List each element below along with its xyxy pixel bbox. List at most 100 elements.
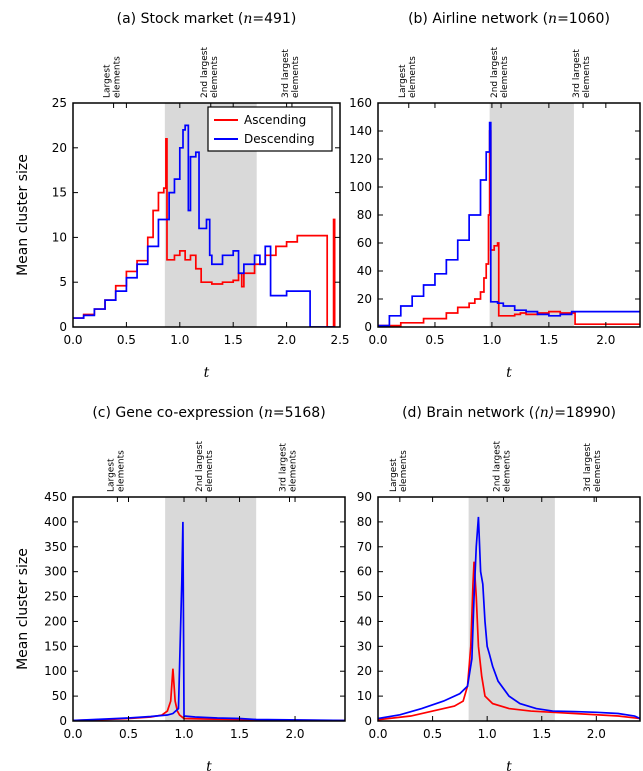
x-tick-label: 1.0 <box>174 727 193 741</box>
x-tick-label: 2.5 <box>330 333 349 347</box>
top-label-2: 2nd largestelements <box>490 46 510 98</box>
y-tick-label: 100 <box>44 664 67 678</box>
top-label-line: 2nd largest <box>195 440 205 492</box>
top-label-line: elements <box>399 450 409 492</box>
top-label-line: Largest <box>103 64 113 98</box>
title-symbol: ⟨n⟩ <box>534 405 554 421</box>
top-label-line: elements <box>408 56 418 98</box>
y-tick-label: 20 <box>357 292 372 306</box>
x-tick-label: 0.5 <box>119 727 138 741</box>
y-tick-label: 0 <box>364 320 372 334</box>
y-tick-label: 200 <box>44 614 67 628</box>
y-tick-label: 40 <box>357 614 372 628</box>
y-tick-label: 60 <box>357 565 372 579</box>
series-line-descending <box>73 521 345 721</box>
legend-label-ascending: Ascending <box>244 113 306 127</box>
series-line-descending <box>378 121 640 327</box>
y-tick-label: 140 <box>349 124 372 138</box>
plot-frame <box>377 496 641 722</box>
top-label-line: elements <box>116 450 126 492</box>
top-label-2: 2nd largestelements <box>493 440 513 492</box>
top-label-3: 3rd largestelements <box>278 443 298 492</box>
y-tick-label: 70 <box>357 540 372 554</box>
x-tick-label: 1.0 <box>482 333 501 347</box>
top-label-line: 3rd largest <box>583 443 593 492</box>
x-axis-label: t <box>506 759 512 771</box>
top-label-1: Largestelements <box>398 56 418 98</box>
y-axis-label: Mean cluster size <box>15 154 31 276</box>
top-label-line: 3rd largest <box>278 443 288 492</box>
y-tick-label: 20 <box>52 141 67 155</box>
top-label-2: 2nd largestelements <box>200 46 220 98</box>
panel-title: (d) Brain network (⟨n⟩=18990) <box>402 405 616 421</box>
top-label-line: elements <box>503 450 513 492</box>
top-label-line: elements <box>291 56 301 98</box>
x-tick-label: 0.0 <box>63 333 82 347</box>
y-tick-label: 450 <box>44 490 67 504</box>
shaded-region <box>489 103 574 327</box>
title-prefix: (d) Brain network ( <box>402 405 534 421</box>
y-tick-label: 120 <box>349 152 372 166</box>
plot-frame <box>72 496 346 722</box>
top-label-line: elements <box>205 450 215 492</box>
series-line-ascending <box>378 561 640 721</box>
x-axis-label: t <box>204 365 210 381</box>
x-tick-label: 1.5 <box>539 333 558 347</box>
y-tick-label: 60 <box>357 236 372 250</box>
y-tick-label: 90 <box>357 490 372 504</box>
y-tick-label: 150 <box>44 639 67 653</box>
y-tick-label: 300 <box>44 565 67 579</box>
top-label-1: Largestelements <box>103 56 123 98</box>
y-tick-label: 0 <box>59 714 67 728</box>
x-tick-label: 0.0 <box>368 727 387 741</box>
panel-3: 0.0 0.5 1.0 1.5 2.0 0 10 20 30 40 50 60 70 80 90 Larges… <box>357 405 641 771</box>
series-line-descending <box>378 516 640 720</box>
y-tick-label: 20 <box>357 664 372 678</box>
x-tick-label: 1.5 <box>224 333 243 347</box>
x-tick-label: 2.0 <box>587 727 606 741</box>
panel-0: 0.0 0.5 1.0 1.5 2.0 2.50510152025Largesteleme… <box>15 11 350 381</box>
top-label-3: 3rd largestelements <box>281 49 301 98</box>
x-tick-label: 1.5 <box>532 727 551 741</box>
x-axis-label: t <box>206 759 212 771</box>
top-label-line: elements <box>582 56 592 98</box>
top-label-line: Largest <box>398 64 408 98</box>
x-tick-label: 0.0 <box>368 333 387 347</box>
y-tick-label: 0 <box>59 320 67 334</box>
y-tick-label: 40 <box>357 264 372 278</box>
title-symbol: n <box>264 405 273 421</box>
panel-2: 0.0 0.5 1.0 1.5 2.0 0 50 100 150 200 250 300 350 400 4… <box>15 405 346 771</box>
top-label-line: elements <box>210 56 220 98</box>
top-label-1: Largestelements <box>389 450 409 492</box>
y-tick-label: 50 <box>357 590 372 604</box>
y-tick-label: 10 <box>357 689 372 703</box>
panel-1: 0.0 0.5 1.0 1.5 2.0 0 20 40 60 80 100 120 140 160 Larg… <box>349 11 641 381</box>
x-tick-label: 1.0 <box>478 727 497 741</box>
y-tick-label: 10 <box>52 230 67 244</box>
x-axis-label: t <box>506 365 512 381</box>
x-tick-label: 1.5 <box>230 727 249 741</box>
y-tick-label: 250 <box>44 590 67 604</box>
title-prefix: (c) Gene co-expression ( <box>92 405 263 421</box>
top-label-1: Largestelements <box>106 450 126 492</box>
title-prefix: (b) Airline network ( <box>408 11 548 27</box>
x-tick-label: 2.0 <box>285 727 304 741</box>
y-tick-label: 100 <box>349 180 372 194</box>
y-tick-label: 80 <box>357 208 372 222</box>
y-tick-label: 50 <box>52 689 67 703</box>
top-label-line: 2nd largest <box>490 46 500 98</box>
top-label-line: elements <box>500 56 510 98</box>
x-tick-label: 0.5 <box>425 333 444 347</box>
title-suffix: =1060) <box>557 11 610 27</box>
y-tick-label: 5 <box>59 275 67 289</box>
x-tick-label: 0.5 <box>117 333 136 347</box>
top-label-line: elements <box>113 56 123 98</box>
x-tick-label: 0.5 <box>423 727 442 741</box>
top-label-line: 2nd largest <box>200 46 210 98</box>
panel-title: (b) Airline network (n=1060) <box>408 11 610 27</box>
x-tick-label: 2.0 <box>277 333 296 347</box>
x-tick-label: 2.0 <box>596 333 615 347</box>
title-symbol: n <box>243 11 252 27</box>
plot-frame <box>72 102 341 328</box>
panel-title: (c) Gene co-expression (n=5168) <box>92 405 325 421</box>
